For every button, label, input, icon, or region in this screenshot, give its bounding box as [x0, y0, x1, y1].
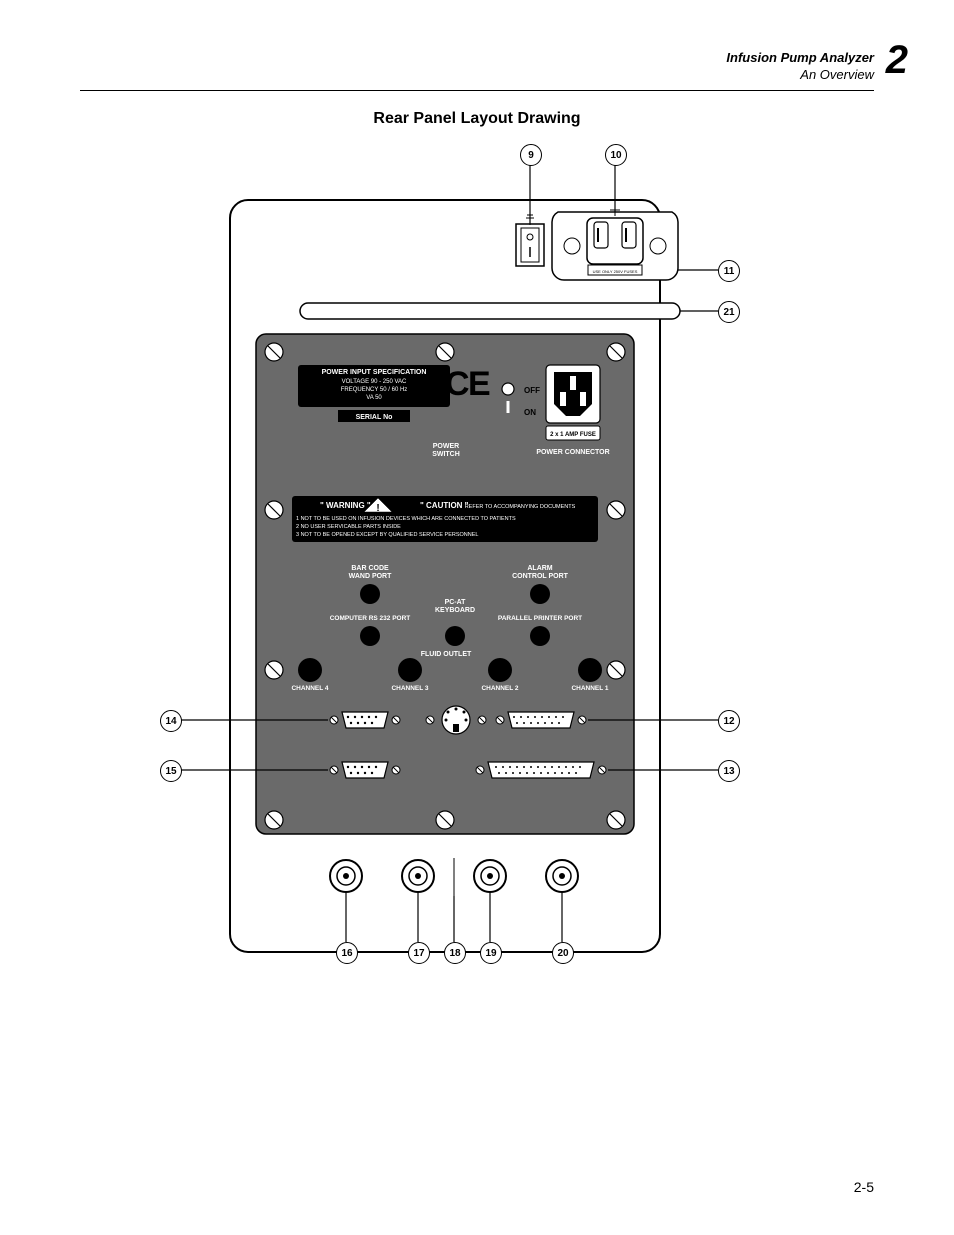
- callout-10: 10: [605, 144, 627, 166]
- svg-text:ON: ON: [524, 408, 536, 417]
- svg-text:PC-AT: PC-AT: [445, 599, 467, 606]
- svg-text:VOLTAGE 90 - 250 VAC: VOLTAGE 90 - 250 VAC: [342, 379, 407, 385]
- callout-9: 9: [520, 144, 542, 166]
- page-number: 2-5: [854, 1179, 874, 1195]
- svg-text:CHANNEL 4: CHANNEL 4: [291, 685, 328, 692]
- callout-20: 20: [552, 942, 574, 964]
- svg-text:2 NO USER SERVICABLE PARTS INS: 2 NO USER SERVICABLE PARTS INSIDE: [296, 524, 401, 530]
- svg-text:COMPUTER RS 232 PORT: COMPUTER RS 232 PORT: [330, 615, 411, 622]
- header-subtitle: An Overview: [726, 67, 874, 84]
- svg-text:FLUID OUTLET: FLUID OUTLET: [421, 651, 472, 658]
- svg-text:C: C: [445, 365, 470, 403]
- svg-text:USE ONLY 250V FUSES: USE ONLY 250V FUSES: [593, 269, 638, 274]
- callout-18: 18: [444, 942, 466, 964]
- svg-text:POWER: POWER: [433, 443, 459, 450]
- page-header: Infusion Pump Analyzer An Overview 2: [726, 50, 874, 84]
- svg-text:SERIAL No: SERIAL No: [356, 414, 393, 421]
- svg-text:REFER TO ACCOMPANYING DOCUMENT: REFER TO ACCOMPANYING DOCUMENTS: [465, 504, 576, 510]
- svg-text:FREQUENCY 50 / 60 Hz: FREQUENCY 50 / 60 Hz: [341, 387, 408, 393]
- svg-text:POWER INPUT SPECIFICATION: POWER INPUT SPECIFICATION: [322, 369, 427, 376]
- figure-title: Rear Panel Layout Drawing: [0, 110, 954, 128]
- svg-text:OFF: OFF: [524, 386, 540, 395]
- svg-text:3 NOT TO BE OPENED EXCEPT BY Q: 3 NOT TO BE OPENED EXCEPT BY QUALIFIED S…: [296, 532, 478, 538]
- svg-text:!: !: [376, 503, 379, 514]
- svg-text:" WARNING ": " WARNING ": [320, 501, 371, 510]
- svg-text:WAND PORT: WAND PORT: [349, 573, 393, 580]
- svg-text:VA 50: VA 50: [366, 395, 382, 401]
- chapter-number: 2: [886, 34, 908, 86]
- svg-text:PARALLEL PRINTER PORT: PARALLEL PRINTER PORT: [498, 615, 582, 622]
- rear-panel-diagram: USE ONLY 250V FUSES: [120, 140, 820, 1060]
- power-inlet-module: USE ONLY 250V FUSES: [552, 210, 678, 280]
- callout-17: 17: [408, 942, 430, 964]
- db25-row2-right: [476, 762, 606, 778]
- svg-text:POWER CONNECTOR: POWER CONNECTOR: [536, 449, 609, 456]
- svg-text:E: E: [468, 365, 491, 403]
- callout-15: 15: [160, 760, 182, 782]
- header-rule: [80, 90, 874, 91]
- svg-text:BAR CODE: BAR CODE: [351, 565, 389, 572]
- callout-21: 21: [718, 301, 740, 323]
- callout-13: 13: [718, 760, 740, 782]
- callout-19: 19: [480, 942, 502, 964]
- svg-text:ALARM: ALARM: [527, 565, 552, 572]
- callout-14: 14: [160, 710, 182, 732]
- svg-text:2 x 1 AMP FUSE: 2 x 1 AMP FUSE: [550, 432, 596, 438]
- svg-text:SWITCH: SWITCH: [432, 451, 460, 458]
- svg-text:KEYBOARD: KEYBOARD: [435, 607, 475, 614]
- svg-text:CONTROL PORT: CONTROL PORT: [512, 573, 569, 580]
- callout-12: 12: [718, 710, 740, 732]
- svg-text:" CAUTION ": " CAUTION ": [420, 501, 469, 510]
- svg-text:CHANNEL 2: CHANNEL 2: [481, 685, 518, 692]
- callout-16: 16: [336, 942, 358, 964]
- header-title: Infusion Pump Analyzer: [726, 50, 874, 67]
- svg-text:CHANNEL 1: CHANNEL 1: [571, 685, 608, 692]
- svg-text:CHANNEL 3: CHANNEL 3: [391, 685, 428, 692]
- callout-11: 11: [718, 260, 740, 282]
- svg-text:1 NOT TO BE USED ON INFUSION D: 1 NOT TO BE USED ON INFUSION DEVICES WHI…: [296, 516, 516, 522]
